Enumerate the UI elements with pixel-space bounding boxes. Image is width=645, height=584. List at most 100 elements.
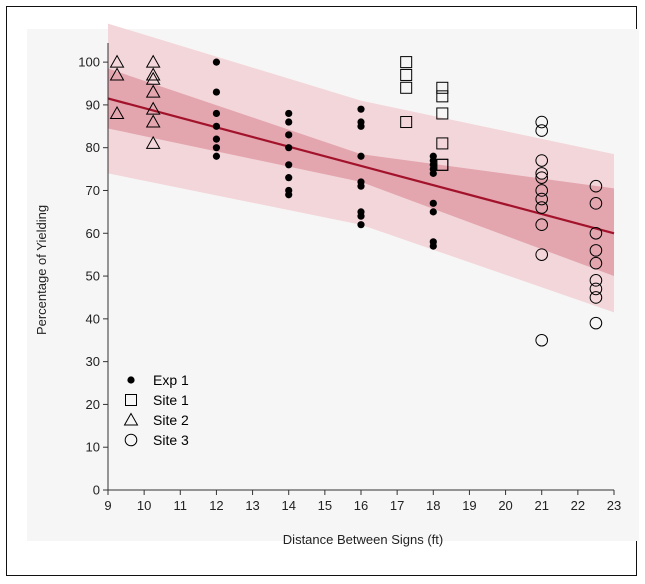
legend-marker-site-1	[125, 394, 137, 406]
x-axis-label: Distance Between Signs (ft)	[283, 532, 443, 547]
y-tick-label: 90	[86, 97, 100, 112]
y-axis-label: Percentage of Yielding	[34, 205, 49, 335]
exp-1-point	[212, 58, 221, 66]
site-2-point	[145, 54, 161, 68]
y-tick-label: 30	[86, 354, 100, 369]
exp-1-point	[212, 88, 221, 96]
legend-label-site-2: Site 2	[153, 412, 189, 428]
x-tick-label: 14	[281, 498, 295, 513]
legend-label-site-3: Site 3	[153, 432, 189, 448]
x-tick-label: 12	[209, 498, 223, 513]
site-3-point	[589, 282, 603, 296]
x-tick-label: 22	[571, 498, 585, 513]
site-1-point	[400, 56, 413, 69]
bands-layer	[108, 23, 615, 313]
exp-1-point	[212, 109, 221, 118]
site-3-point	[535, 218, 549, 232]
x-tick-label: 21	[534, 498, 548, 513]
site-1-point	[400, 116, 413, 129]
site-2-point	[145, 71, 161, 85]
site-3-point	[589, 256, 603, 270]
x-tick-label: 9	[104, 498, 111, 513]
exp-1-point	[285, 118, 293, 126]
exp-1-point	[212, 122, 221, 130]
legend-marker-site-2	[123, 412, 139, 426]
site-2-point	[145, 135, 161, 149]
x-tick-label: 17	[390, 498, 404, 513]
site-3-point	[589, 291, 603, 304]
site-3-point	[535, 171, 549, 184]
y-tick-label: 60	[86, 226, 100, 241]
exp-1-point	[212, 152, 221, 160]
y-tick-label: 50	[86, 269, 100, 284]
y-tick-label: 70	[86, 183, 100, 198]
exp-1-point	[357, 152, 365, 160]
y-tick-label: 40	[86, 311, 100, 326]
site-1-point	[436, 81, 449, 94]
site-1-point	[436, 137, 449, 150]
x-tick-label: 18	[426, 498, 440, 513]
site-3-point	[589, 316, 603, 330]
exp-1-point	[285, 174, 293, 182]
site-2-point	[145, 114, 161, 128]
x-tick-label: 16	[354, 498, 368, 513]
x-tick-label: 15	[318, 498, 332, 513]
x-tick-label: 20	[498, 498, 512, 513]
exp-1-point	[285, 109, 293, 118]
site-2-point	[145, 84, 161, 98]
legend-label-exp-1: Exp 1	[153, 372, 189, 388]
exp-1-point	[285, 131, 293, 139]
y-tick-label: 100	[78, 55, 100, 70]
x-tick-label: 11	[174, 498, 188, 513]
exp-1-point	[285, 144, 293, 152]
site-2-point	[109, 54, 125, 68]
site-3-point	[589, 226, 603, 240]
exp-1-point	[212, 135, 221, 143]
site-3-point	[535, 201, 549, 214]
site-3-point	[589, 179, 603, 193]
site-2-point	[145, 67, 161, 81]
exp-1-point	[357, 182, 365, 190]
y-tick-label: 20	[86, 397, 100, 412]
site-1-point	[436, 158, 449, 171]
y-tick-label: 10	[86, 440, 100, 455]
exp-1-point	[285, 161, 293, 169]
exp-1-point	[357, 105, 365, 113]
site-2-point	[109, 105, 125, 119]
site-3-point	[535, 248, 549, 261]
exp-1-point	[429, 169, 437, 177]
site-1-point	[400, 68, 413, 81]
site-3-point	[535, 115, 549, 129]
y-tick-label: 80	[86, 140, 100, 155]
axes-layer: 0 10 20 30 40 50 60 70 80 90 100 9 10 11 12 13 14 15 16 17 1…	[78, 43, 621, 513]
site-3-point	[535, 124, 549, 137]
fit-line	[108, 97, 615, 235]
site-1-point	[400, 81, 413, 94]
x-tick-label: 10	[137, 498, 151, 513]
exp-1-point	[357, 122, 365, 130]
site-1-point	[436, 90, 449, 103]
site-3-point	[535, 167, 549, 180]
exp-1-point	[285, 191, 293, 199]
legend-label-site-1: Site 1	[153, 392, 189, 408]
legend: Exp 1 Site 1 Site 2 Site 3	[123, 372, 189, 448]
site-2-point	[145, 101, 161, 115]
site-3-point	[535, 333, 549, 347]
site-3-point	[589, 244, 603, 257]
x-tick-label: 19	[462, 498, 476, 513]
exp-1-point	[357, 212, 365, 220]
exp-1-point	[429, 242, 437, 250]
x-tick-label: 23	[607, 498, 621, 513]
site-2-point	[109, 67, 125, 81]
points-layer	[109, 54, 603, 347]
site-1-point	[436, 107, 449, 120]
site-3-point	[589, 274, 603, 287]
y-tick-label: 0	[93, 483, 100, 498]
exp-1-point	[429, 199, 437, 207]
legend-marker-site-3	[124, 433, 138, 447]
exp-1-point	[429, 208, 437, 216]
site-3-point	[535, 154, 549, 167]
site-3-point	[589, 197, 603, 210]
site-3-point	[535, 184, 549, 197]
